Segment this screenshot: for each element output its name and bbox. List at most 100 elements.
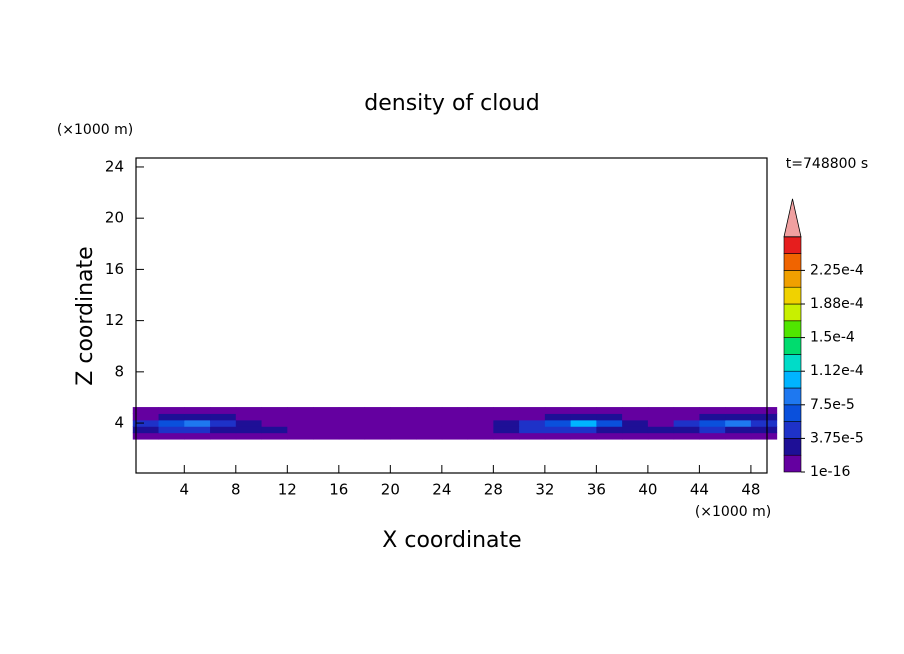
contour-cell xyxy=(416,426,443,434)
contour-cell xyxy=(519,419,546,427)
contour-cell xyxy=(313,413,340,421)
x-tick-label: 24 xyxy=(432,481,451,499)
contour-cell xyxy=(622,426,649,434)
contour-cell xyxy=(519,413,546,421)
contour-cell xyxy=(493,419,520,427)
contour-cell xyxy=(416,419,443,427)
contour-cell xyxy=(725,426,752,434)
contour-cell xyxy=(313,419,340,427)
contour-cell xyxy=(390,419,417,427)
contour-cell xyxy=(647,432,675,440)
colorbar-band xyxy=(783,337,802,355)
contour-cell xyxy=(647,426,675,434)
y-tick-label: 8 xyxy=(114,362,124,380)
contour-cell xyxy=(544,419,572,427)
contour-cell xyxy=(622,432,649,440)
contour-cell xyxy=(338,432,366,440)
contour-cell xyxy=(235,419,263,427)
contour-cell xyxy=(158,426,185,434)
contour-cell xyxy=(647,413,675,421)
contour-cell xyxy=(132,419,160,427)
contour-cell xyxy=(441,432,469,440)
x-tick-label: 32 xyxy=(535,481,554,499)
contour-cell xyxy=(699,407,726,414)
contour-cell xyxy=(287,419,314,427)
contour-cell xyxy=(313,432,340,440)
contour-cell xyxy=(287,407,314,414)
contour-cell xyxy=(364,426,391,434)
colorbar-band xyxy=(783,387,802,406)
contour-cell xyxy=(441,413,469,421)
contour-cell xyxy=(338,407,366,414)
y-tick-label: 24 xyxy=(105,157,124,175)
x-tick-label: 40 xyxy=(638,481,657,499)
contour-cell xyxy=(390,432,417,440)
contour-cell xyxy=(158,419,185,427)
contour-cell xyxy=(210,419,237,427)
contour-cell xyxy=(725,419,752,427)
contour-cell xyxy=(132,426,160,434)
x-tick-label: 16 xyxy=(329,481,348,499)
contour-cell xyxy=(622,413,649,421)
colorbar-band xyxy=(783,303,802,322)
colorbar-band xyxy=(783,421,802,439)
colorbar-band xyxy=(783,236,802,254)
x-tick-label: 48 xyxy=(741,481,760,499)
contour-cell xyxy=(364,432,391,440)
contour-cell xyxy=(570,407,597,414)
contour-cell xyxy=(210,426,237,434)
contour-cell xyxy=(441,426,469,434)
contour-cell xyxy=(390,426,417,434)
contour-cell xyxy=(622,407,649,414)
contour-cell xyxy=(467,407,494,414)
contour-cell xyxy=(390,413,417,421)
contour-cell xyxy=(750,419,778,427)
contour-cell xyxy=(467,432,494,440)
contour-cell xyxy=(596,426,623,434)
contour-cell xyxy=(364,419,391,427)
contour-cell xyxy=(699,426,726,434)
contour-cell xyxy=(184,407,211,414)
contour-cell xyxy=(699,413,726,421)
contour-cell xyxy=(673,419,700,427)
contour-cell xyxy=(544,426,572,434)
contour-cell xyxy=(596,419,623,427)
contour-cell xyxy=(544,432,572,440)
contour-cell xyxy=(184,432,211,440)
contour-cell xyxy=(493,426,520,434)
contour-cell xyxy=(570,432,597,440)
contour-cell xyxy=(338,426,366,434)
contour-cell xyxy=(750,432,778,440)
contour-cell xyxy=(725,413,752,421)
colorbar-tick-label: 3.75e-5 xyxy=(810,430,864,446)
contour-cell xyxy=(287,426,314,434)
colorbar-band xyxy=(783,286,802,305)
contour-cell xyxy=(725,407,752,414)
contour-cell xyxy=(158,413,185,421)
contour-cell xyxy=(261,432,288,440)
contour-cell xyxy=(570,419,597,427)
contour-cell xyxy=(184,419,211,427)
y-tick-label: 4 xyxy=(114,414,124,432)
contour-cell xyxy=(647,407,675,414)
x-tick-label: 44 xyxy=(690,481,709,499)
y-tick-label: 16 xyxy=(105,260,124,278)
contour-cell xyxy=(519,426,546,434)
contour-cell xyxy=(235,426,263,434)
colorbar-band xyxy=(783,404,802,422)
colorbar-band xyxy=(783,320,802,338)
contour-cell xyxy=(364,407,391,414)
x-tick-label: 28 xyxy=(484,481,503,499)
y-unit: (×1000 m) xyxy=(57,122,133,138)
contour-cell xyxy=(493,413,520,421)
contour-cell xyxy=(184,413,211,421)
plot-frame xyxy=(135,157,768,474)
contour-cell xyxy=(647,419,675,427)
colorbar-tick-label: 1e-16 xyxy=(810,464,850,480)
contour-cell xyxy=(699,432,726,440)
contour-cell xyxy=(235,413,263,421)
contour-cell xyxy=(132,413,160,421)
x-tick-label: 20 xyxy=(381,481,400,499)
contour-cell xyxy=(750,413,778,421)
colorbar-over xyxy=(783,198,802,238)
